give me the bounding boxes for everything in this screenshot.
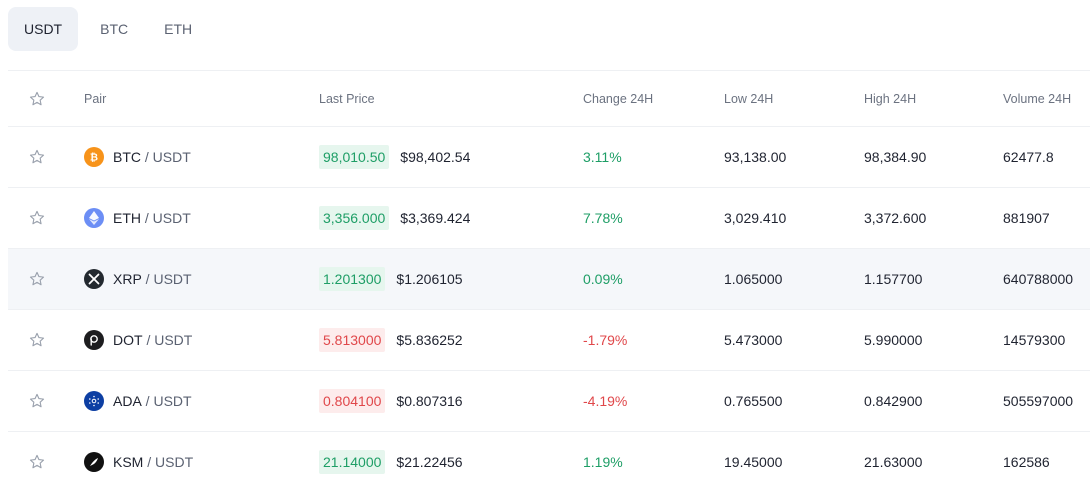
header-high-24h[interactable]: High 24H bbox=[864, 91, 917, 106]
last-price-cell: 0.804100 $0.807316 bbox=[319, 371, 463, 431]
header-change-24h[interactable]: Change 24H bbox=[583, 91, 654, 106]
quote-asset: USDT bbox=[153, 393, 192, 409]
high-24h: 1.157700 bbox=[864, 271, 923, 287]
pair-cell[interactable]: XRP / USDT bbox=[84, 249, 192, 309]
table-row[interactable]: ETH / USDT 3,356.000 $3,369.424 7.78% 3,029.… bbox=[8, 187, 1090, 248]
last-price-badge: 5.813000 bbox=[319, 328, 386, 352]
change-24h: -1.79% bbox=[583, 332, 628, 348]
quote-currency-tabs: USDT BTC ETH bbox=[8, 7, 214, 51]
low-24h: 3,029.410 bbox=[724, 210, 787, 226]
markets-table: Pair Last Price Change 24H Low 24H High … bbox=[8, 70, 1090, 492]
change-24h: 0.09% bbox=[583, 271, 623, 287]
pair-separator: / bbox=[141, 149, 153, 165]
table-row[interactable]: KSM / USDT 21.14000 $21.22456 1.19% 19.45000… bbox=[8, 431, 1090, 492]
high-24h: 21.63000 bbox=[864, 454, 923, 470]
table-header: Pair Last Price Change 24H Low 24H High … bbox=[8, 70, 1090, 126]
high-24h: 5.990000 bbox=[864, 332, 923, 348]
favorite-star-icon[interactable] bbox=[28, 188, 46, 248]
pair-separator: / bbox=[141, 210, 153, 226]
pair-cell[interactable]: DOT / USDT bbox=[84, 310, 192, 370]
pair-cell[interactable]: ETH / USDT bbox=[84, 188, 191, 248]
btc-icon: ₿ bbox=[84, 147, 113, 167]
high-24h: 98,384.90 bbox=[864, 149, 927, 165]
favorite-star-icon[interactable] bbox=[28, 432, 46, 492]
low-24h: 93,138.00 bbox=[724, 149, 787, 165]
change-24h: 3.11% bbox=[583, 149, 622, 165]
high-24h: 0.842900 bbox=[864, 393, 923, 409]
change-24h: 1.19% bbox=[583, 454, 623, 470]
volume-24h: 162586 bbox=[1003, 454, 1050, 470]
volume-24h: 14579300 bbox=[1003, 332, 1066, 348]
table-row[interactable]: XRP / USDT 1.201300 $1.206105 0.09% 1.065000… bbox=[8, 248, 1090, 309]
volume-24h: 505597000 bbox=[1003, 393, 1074, 409]
header-volume-24h[interactable]: Volume 24H bbox=[1003, 91, 1072, 106]
header-last-price[interactable]: Last Price bbox=[319, 91, 375, 106]
favorite-all-star-icon[interactable] bbox=[28, 71, 46, 126]
header-pair[interactable]: Pair bbox=[84, 91, 107, 106]
usd-price: $1.206105 bbox=[396, 271, 463, 287]
favorite-star-icon[interactable] bbox=[28, 310, 46, 370]
last-price-badge: 98,010.50 bbox=[319, 145, 390, 169]
table-row[interactable]: DOT / USDT 5.813000 $5.836252 -1.79% 5.47300… bbox=[8, 309, 1090, 370]
ada-icon bbox=[84, 391, 113, 411]
low-24h: 19.45000 bbox=[724, 454, 783, 470]
table-row[interactable]: ₿ BTC / USDT 98,010.50 $98,402.54 3.11% 93,13… bbox=[8, 126, 1090, 187]
quote-asset: USDT bbox=[152, 149, 191, 165]
usd-price: $3,369.424 bbox=[400, 210, 471, 226]
favorite-star-icon[interactable] bbox=[28, 249, 46, 309]
pair-cell[interactable]: KSM / USDT bbox=[84, 432, 193, 492]
last-price-badge: 3,356.000 bbox=[319, 206, 390, 230]
base-asset: XRP bbox=[113, 271, 142, 287]
usd-price: $98,402.54 bbox=[400, 149, 471, 165]
last-price-cell: 98,010.50 $98,402.54 bbox=[319, 127, 470, 187]
base-asset: ADA bbox=[113, 393, 142, 409]
quote-asset: USDT bbox=[154, 332, 193, 348]
header-low-24h[interactable]: Low 24H bbox=[724, 91, 774, 106]
favorite-star-icon[interactable] bbox=[28, 371, 46, 431]
base-asset: ETH bbox=[113, 210, 141, 226]
volume-24h: 640788000 bbox=[1003, 271, 1074, 287]
pair-separator: / bbox=[143, 454, 156, 470]
last-price-cell: 3,356.000 $3,369.424 bbox=[319, 188, 470, 248]
quote-asset: USDT bbox=[155, 454, 194, 470]
base-asset: BTC bbox=[113, 149, 141, 165]
favorite-star-icon[interactable] bbox=[28, 127, 46, 187]
last-price-badge: 0.804100 bbox=[319, 389, 386, 413]
quote-asset: USDT bbox=[153, 271, 192, 287]
pair-separator: / bbox=[141, 271, 154, 287]
pair-cell[interactable]: ADA / USDT bbox=[84, 371, 192, 431]
low-24h: 1.065000 bbox=[724, 271, 783, 287]
volume-24h: 881907 bbox=[1003, 210, 1050, 226]
tab-usdt[interactable]: USDT bbox=[8, 7, 79, 51]
usd-price: $21.22456 bbox=[396, 454, 463, 470]
svg-text:₿: ₿ bbox=[90, 152, 98, 164]
last-price-cell: 21.14000 $21.22456 bbox=[319, 432, 463, 492]
volume-24h: 62477.8 bbox=[1003, 149, 1054, 165]
xrp-icon bbox=[84, 269, 113, 289]
pair-cell[interactable]: ₿ BTC / USDT bbox=[84, 127, 191, 187]
last-price-cell: 1.201300 $1.206105 bbox=[319, 249, 463, 309]
pair-separator: / bbox=[142, 332, 155, 348]
tab-btc[interactable]: BTC bbox=[100, 21, 129, 37]
ksm-icon bbox=[84, 452, 113, 472]
dot-icon bbox=[84, 330, 113, 350]
pair-separator: / bbox=[141, 393, 154, 409]
usd-price: $0.807316 bbox=[396, 393, 463, 409]
usd-price: $5.836252 bbox=[396, 332, 463, 348]
last-price-badge: 1.201300 bbox=[319, 267, 386, 291]
base-asset: KSM bbox=[113, 454, 144, 470]
last-price-cell: 5.813000 $5.836252 bbox=[319, 310, 463, 370]
change-24h: 7.78% bbox=[583, 210, 623, 226]
low-24h: 5.473000 bbox=[724, 332, 783, 348]
tab-eth[interactable]: ETH bbox=[164, 21, 193, 37]
table-row[interactable]: ADA / USDT 0.804100 $0.807316 -4.19% 0.76550… bbox=[8, 370, 1090, 431]
base-asset: DOT bbox=[113, 332, 143, 348]
eth-icon bbox=[84, 208, 113, 228]
high-24h: 3,372.600 bbox=[864, 210, 927, 226]
last-price-badge: 21.14000 bbox=[319, 450, 386, 474]
quote-asset: USDT bbox=[152, 210, 191, 226]
change-24h: -4.19% bbox=[583, 393, 628, 409]
low-24h: 0.765500 bbox=[724, 393, 783, 409]
